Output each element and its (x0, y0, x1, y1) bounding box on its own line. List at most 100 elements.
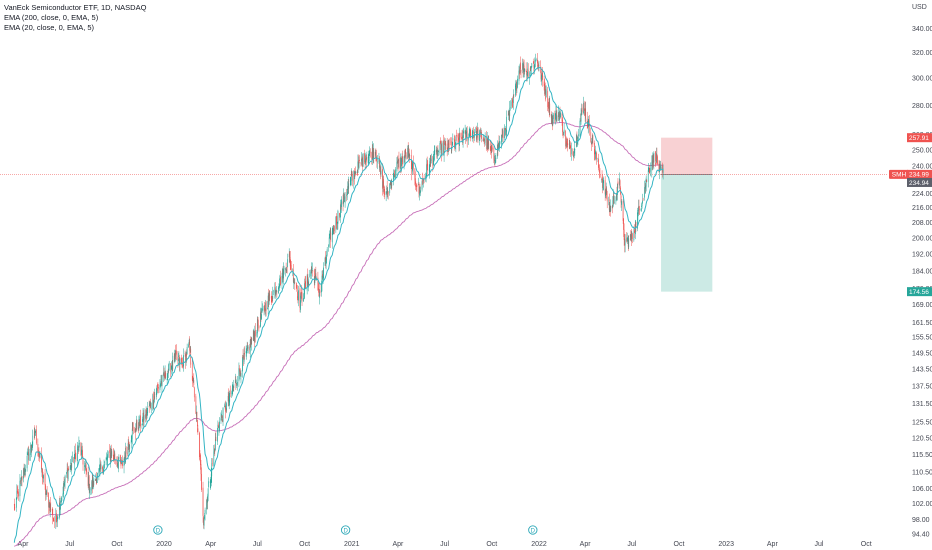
candle-body (630, 235, 632, 240)
candle-body (426, 164, 428, 177)
candle-body (34, 430, 36, 436)
candle-body (313, 269, 315, 284)
x-tick-label: Jul (815, 541, 824, 548)
candle-body (486, 137, 488, 150)
candle-body (608, 199, 610, 210)
candle-body (178, 358, 179, 362)
candle-body (122, 460, 123, 466)
candle-body (267, 295, 269, 310)
candle-body (382, 169, 383, 189)
candle-body (70, 462, 72, 464)
candle-body (39, 453, 41, 458)
candle-body (366, 157, 367, 162)
y-tick-label: 143.50 (912, 366, 932, 373)
candle-body (319, 290, 321, 293)
candle-body (170, 365, 172, 371)
candle-body (405, 154, 407, 159)
candle-body (659, 163, 660, 173)
candle-body (419, 187, 420, 196)
candle-body (28, 453, 30, 461)
candle-body (371, 152, 373, 160)
candle-body (484, 140, 485, 141)
candle-body (520, 62, 521, 70)
candle-body (37, 444, 39, 453)
candle-body (23, 468, 24, 479)
candle-body (118, 461, 119, 469)
candle-body (150, 403, 152, 408)
price-tag-last (907, 177, 932, 187)
candle-body (260, 311, 262, 318)
candle-body (160, 384, 161, 387)
candle-body (479, 129, 481, 136)
candle-body (14, 507, 16, 509)
candle-body (318, 289, 320, 297)
candle-body (117, 463, 118, 466)
candle-body (247, 346, 249, 349)
candle-body (322, 274, 323, 278)
ema200-line (14, 121, 664, 547)
candle-body (627, 239, 629, 247)
candle-body (75, 452, 77, 461)
candle-body (648, 169, 650, 170)
candle-body (218, 424, 219, 428)
candle-body (228, 393, 230, 402)
candle-body (292, 269, 294, 282)
candle-body (147, 407, 148, 413)
candle-body (458, 137, 459, 141)
candle-body (509, 107, 511, 109)
candle-body (377, 161, 378, 163)
candle-body (308, 273, 310, 278)
candle-body (229, 389, 231, 394)
candle-body (112, 448, 114, 457)
candle-body (614, 202, 615, 204)
candle-body (645, 177, 647, 187)
candle-body (252, 330, 254, 341)
candle-body (269, 293, 271, 296)
candle-body (617, 181, 619, 185)
price-tag-label-target: 174.56 (909, 289, 929, 296)
candle-body (85, 464, 87, 472)
x-tick-label: Apr (580, 541, 592, 548)
candle-body (199, 432, 200, 458)
candle-body (209, 481, 211, 484)
candle-body (46, 491, 48, 495)
candle-body (243, 353, 245, 362)
candle-body (105, 458, 107, 460)
candle-body (52, 517, 54, 519)
candle-body (63, 483, 65, 486)
candle-body (179, 356, 180, 365)
candle-body (117, 462, 119, 468)
candle-body (123, 458, 125, 467)
candle-body (97, 472, 98, 479)
candle-body (222, 407, 224, 422)
candle-body (638, 206, 640, 209)
candle-body (19, 480, 21, 497)
ema20-line (13, 67, 664, 543)
candle-body (511, 100, 513, 103)
candle-body (292, 269, 294, 272)
candle-body (532, 62, 534, 64)
candle-body (379, 165, 381, 170)
x-tick-label: Apr (18, 541, 30, 548)
candle-body (590, 143, 592, 145)
candle-body (396, 161, 398, 172)
y-tick-label: 94.40 (912, 532, 930, 539)
candle-body (51, 509, 53, 511)
candle-body (323, 267, 324, 279)
candle-body (20, 481, 21, 482)
candle-body (186, 347, 188, 354)
candle-body (333, 227, 335, 235)
candle-body (515, 85, 516, 96)
dividend-marker-label: D (531, 528, 536, 534)
candle-body (311, 269, 313, 273)
candle-body (201, 473, 202, 490)
candle-body (487, 141, 489, 149)
candle-body (634, 231, 636, 233)
candle-body (509, 107, 511, 116)
candle-body (149, 403, 151, 407)
candle-body (96, 479, 98, 483)
candle-body (418, 184, 419, 185)
candle-body (113, 454, 115, 460)
y-tick-label: 169.00 (912, 302, 932, 309)
